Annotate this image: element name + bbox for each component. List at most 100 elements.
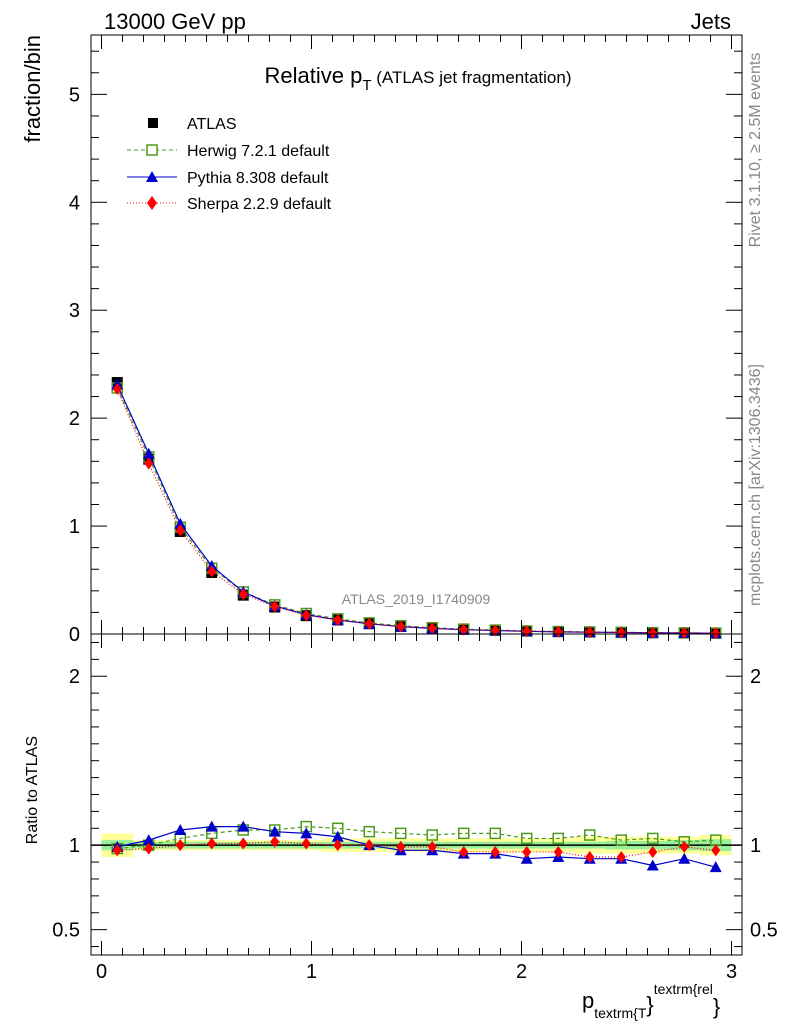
- x-tick-label: 2: [516, 961, 527, 983]
- ratio-sherpa-point: [333, 839, 343, 852]
- ratio-y-tick-label: 2: [69, 666, 80, 688]
- main-sherpa-point: [175, 524, 185, 537]
- legend-pythia-label: Pythia 8.308 default: [187, 170, 329, 187]
- ratio-sherpa-point: [364, 839, 374, 852]
- xlabel-close: }: [646, 992, 653, 1017]
- legend-atlas-label: ATLAS: [187, 116, 237, 133]
- main-sherpa-point: [238, 588, 248, 601]
- main-y-tick-label: 2: [69, 408, 80, 430]
- xlabel-end: }: [713, 994, 720, 1019]
- main-sherpa-point: [364, 617, 374, 630]
- ratio-herwig-point: [426, 829, 438, 841]
- ratio-sherpa-point: [522, 845, 532, 858]
- title-sub: T: [362, 77, 371, 94]
- ratio-sherpa-point: [238, 837, 248, 850]
- ratio-sherpa-point: [112, 844, 122, 857]
- ratio-sherpa-point: [175, 839, 185, 852]
- main-y-tick-label: 4: [69, 192, 80, 214]
- header-right: Jets: [691, 9, 731, 34]
- legend-herwig-marker: [146, 144, 158, 156]
- ratio-ylabel: Ratio to ATLAS: [24, 736, 41, 844]
- mcplots-label: mcplots.cern.ch [arXiv:1306.3436]: [747, 364, 764, 606]
- ratio-y-tick-label: 1: [69, 835, 80, 857]
- ratio-pythia-point: [709, 861, 722, 873]
- xlabel-sub: textrm{T: [594, 1005, 647, 1021]
- legend-sherpa-marker: [147, 196, 157, 210]
- ratio-sherpa-point: [207, 837, 217, 850]
- main-sherpa-point: [112, 383, 122, 396]
- ratio-pythia-line: [117, 825, 716, 868]
- ratio-sherpa-point: [459, 845, 469, 858]
- ratio-frame: [90, 633, 743, 956]
- ratio-sherpa-point: [553, 845, 563, 858]
- ratio-herwig-point: [615, 834, 627, 846]
- analysis-watermark: ATLAS_2019_I1740909: [342, 591, 491, 607]
- ratio-y-tick-label-right: 0.5: [750, 920, 778, 942]
- axes: 0 1 2 3 0 1 2 3 4 5 0.5 0.5 1 1 2 2: [52, 34, 778, 983]
- ratio-pythia-point: [174, 823, 187, 835]
- ratio-pythia-point: [520, 852, 533, 864]
- xlabel-main: p: [582, 988, 594, 1013]
- main-sherpa-point: [301, 609, 311, 622]
- ratio-sherpa-point: [270, 835, 280, 848]
- ratio-pythia-point: [300, 827, 313, 839]
- ratio-pythia-point: [142, 834, 155, 846]
- ratio-herwig-point: [521, 832, 533, 845]
- main-ylabel: fraction/bin: [20, 35, 45, 143]
- main-sherpa-point: [459, 623, 469, 636]
- ratio-sherpa-point: [616, 851, 626, 864]
- ratio-herwig-point: [552, 832, 564, 845]
- ratio-herwig-point: [584, 829, 596, 841]
- ratio-sherpa-point: [679, 840, 689, 853]
- main-title: Relative pT (ATLAS jet fragmentation): [264, 63, 571, 94]
- ratio-herwig-point: [363, 825, 375, 838]
- legend: ATLAS Herwig 7.2.1 default Pythia 8.308 …: [127, 116, 332, 213]
- ratio-sherpa-point: [585, 851, 595, 864]
- main-y-tick-label: 3: [69, 300, 80, 322]
- ratio-herwig-point: [647, 832, 659, 845]
- data-series: [111, 377, 722, 873]
- main-sherpa-point: [490, 624, 500, 637]
- main-sherpa-point: [585, 626, 595, 639]
- ratio-pythia-point: [646, 859, 659, 871]
- ratio-sherpa-point: [301, 837, 311, 850]
- main-sherpa-point: [144, 457, 154, 470]
- ratio-herwig-point: [395, 827, 407, 840]
- ratio-sherpa-point: [490, 845, 500, 858]
- x-tick-label: 0: [96, 961, 107, 983]
- ratio-sherpa-point: [711, 844, 721, 857]
- legend-entry-herwig: Herwig 7.2.1 default: [127, 143, 330, 160]
- main-sherpa-point: [427, 622, 437, 635]
- main-sherpa-point: [333, 613, 343, 626]
- ratio-sherpa-point: [396, 840, 406, 853]
- ratio-pythia-point: [268, 825, 281, 837]
- legend-entry-atlas: ATLAS: [148, 116, 237, 133]
- main-sherpa-point: [207, 565, 217, 578]
- ratio-pythia-point: [237, 820, 250, 832]
- header-left: 13000 GeV pp: [104, 9, 246, 34]
- main-y-tick-label: 1: [69, 516, 80, 538]
- main-sherpa-point: [553, 625, 563, 638]
- main-sherpa-point: [711, 627, 721, 640]
- xlabel-sup: textrm{rel: [654, 981, 713, 997]
- main-sherpa-point: [616, 626, 626, 639]
- legend-atlas-marker: [148, 118, 158, 128]
- ratio-y-tick-label: 0.5: [52, 920, 80, 942]
- ratio-sherpa-point: [144, 842, 154, 855]
- ratio-pythia-point: [678, 852, 691, 864]
- legend-entry-pythia: Pythia 8.308 default: [127, 170, 329, 187]
- main-sherpa-point: [396, 620, 406, 633]
- ratio-pythia-point: [205, 820, 218, 832]
- x-axis-title: ptextrm{T}textrm{rel}: [582, 981, 720, 1021]
- ratio-sherpa-point: [648, 845, 658, 858]
- rivet-label: Rivet 3.1.10, ≥ 2.5M events: [747, 53, 764, 248]
- ratio-y-tick-label-right: 1: [750, 835, 761, 857]
- ratio-herwig-point: [458, 827, 470, 840]
- x-tick-label: 1: [306, 961, 317, 983]
- title-main: Relative p: [264, 63, 362, 88]
- title-rest: (ATLAS jet fragmentation): [372, 68, 572, 87]
- x-tick-label: 3: [726, 961, 737, 983]
- legend-pythia-marker: [146, 171, 158, 182]
- legend-herwig-label: Herwig 7.2.1 default: [187, 143, 330, 160]
